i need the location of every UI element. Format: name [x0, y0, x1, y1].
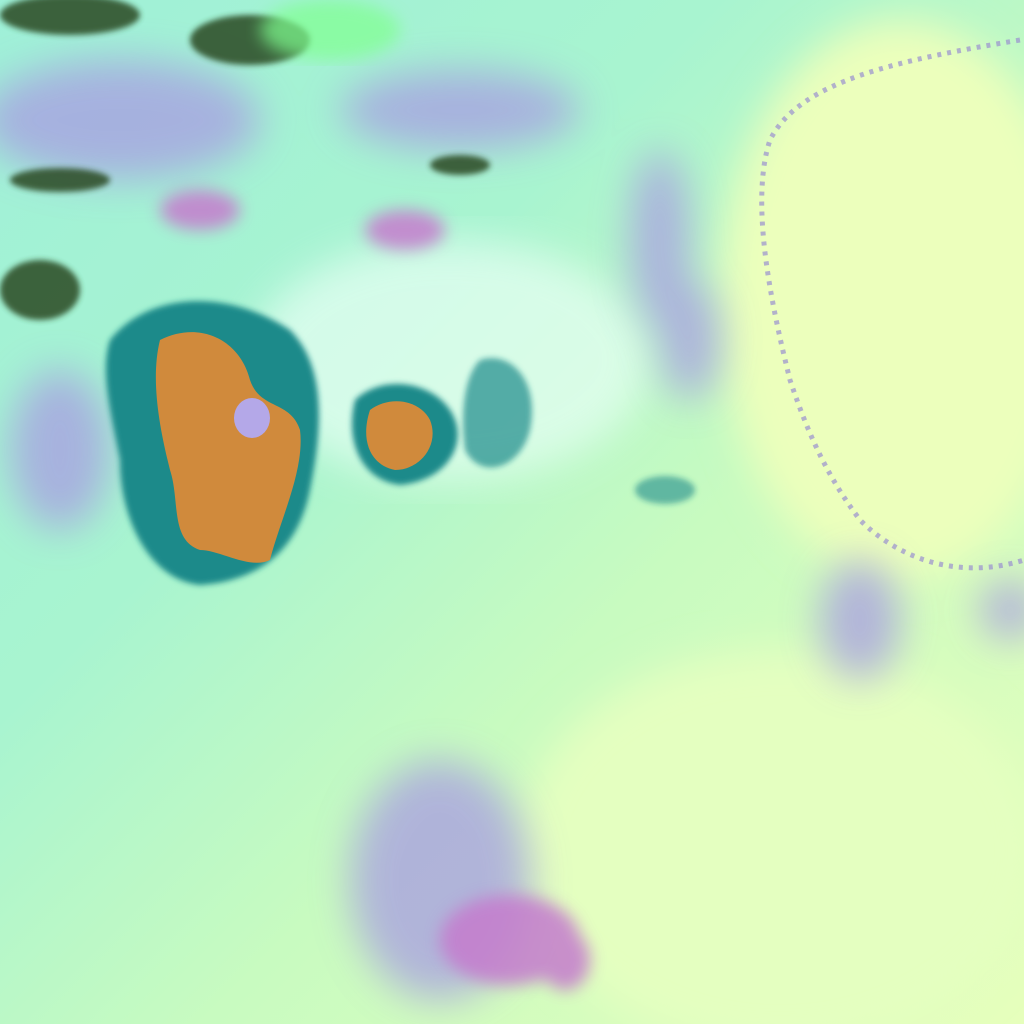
magenta-patches — [160, 190, 590, 990]
coastline — [759, 37, 1024, 571]
cloud-hole — [234, 398, 270, 438]
orange-core — [155, 332, 433, 563]
white-haze — [250, 240, 650, 480]
yellow-region — [720, 20, 1024, 580]
purple-haze — [0, 60, 1024, 1000]
yellow-region — [520, 650, 1024, 1024]
bright-green-patch — [260, 0, 400, 60]
